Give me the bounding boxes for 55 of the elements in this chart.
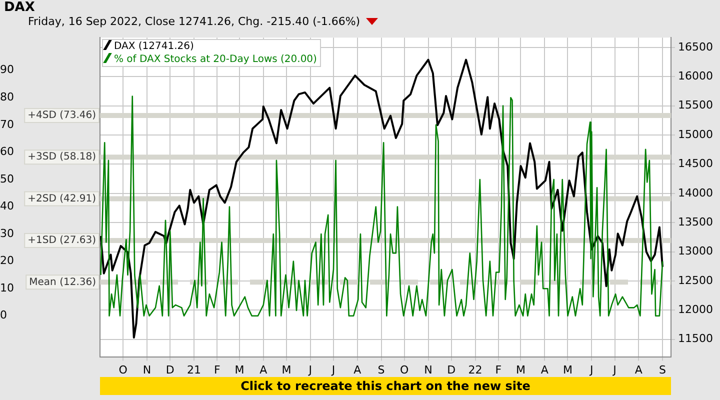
y2-tick-label: 16000 (678, 70, 714, 83)
x-tick-label: A (540, 363, 549, 376)
x-tick-label: A (634, 363, 643, 376)
y-tick-label: 0 (0, 308, 7, 322)
x-tick-label: N (424, 363, 432, 376)
x-tick-label: A (260, 363, 268, 376)
x-tick-label: J (589, 363, 594, 376)
x-tick-label: M (516, 363, 526, 376)
legend-label: % of DAX Stocks at 20-Day Lows (20.00) (114, 54, 317, 65)
y2-tick-label: 15000 (678, 128, 714, 141)
x-tick-label: O (400, 363, 410, 376)
x-tick-label: M (282, 363, 292, 376)
x-tick-label: N (142, 363, 152, 376)
y2-tick-label: 12500 (678, 274, 714, 287)
x-tick-label: F (495, 363, 502, 376)
x-tick-label: J (612, 363, 616, 376)
chart-subtitle: Friday, 16 Sep 2022, Close 12741.26, Chg. -215.40 (-1.66%) (28, 15, 360, 28)
ref-line-label: +4SD (73.46) (28, 110, 96, 122)
y2-tick-label: 11500 (678, 332, 714, 346)
y-tick-label: 40 (0, 200, 14, 213)
y-tick-label: 80 (0, 90, 14, 104)
ref-line-label: Mean (12.36) (29, 276, 96, 288)
x-tick-label: O (118, 363, 128, 376)
x-tick-label: J (308, 363, 312, 376)
x-tick-label: D (166, 363, 174, 376)
chart-title: DAX (4, 0, 35, 15)
x-tick-label: S (378, 363, 385, 376)
x-tick-label: 21 (187, 363, 202, 376)
x-tick-label: S (659, 363, 666, 376)
y-tick-label: 10 (0, 281, 14, 294)
y2-tick-label: 12000 (678, 302, 714, 316)
y2-tick-label: 14500 (678, 157, 714, 170)
y2-tick-label: 14000 (678, 186, 714, 200)
x-tick-label: A (354, 363, 362, 376)
y2-tick-label: 15500 (678, 98, 714, 112)
y-tick-label: 20 (0, 254, 14, 268)
y-tick-label: 90 (0, 63, 14, 76)
y2-tick-label: 16500 (678, 40, 714, 54)
y2-tick-label: 13000 (678, 244, 714, 258)
x-tick-label: M (234, 363, 244, 376)
ref-line-label: +1SD (27.63) (28, 235, 96, 246)
text: Click to recreate this chart on the new site (100, 376, 671, 395)
ref-line-label: +3SD (58.18) (28, 152, 96, 163)
legend-label: DAX (12741.26) (114, 40, 194, 52)
x-tick-label: F (214, 363, 220, 376)
x-tick-label: J (330, 363, 336, 376)
ref-line-label: +2SD (42.91) (28, 193, 96, 204)
y-tick-label: 50 (0, 172, 14, 186)
x-tick-label: 22 (468, 363, 482, 376)
x-tick-label: M (563, 363, 572, 376)
y-tick-label: 60 (0, 145, 14, 158)
y-tick-label: 70 (0, 118, 14, 131)
y2-tick-label: 13500 (678, 215, 714, 228)
y-tick-label: 30 (0, 226, 14, 240)
x-tick-label: D (447, 363, 456, 376)
